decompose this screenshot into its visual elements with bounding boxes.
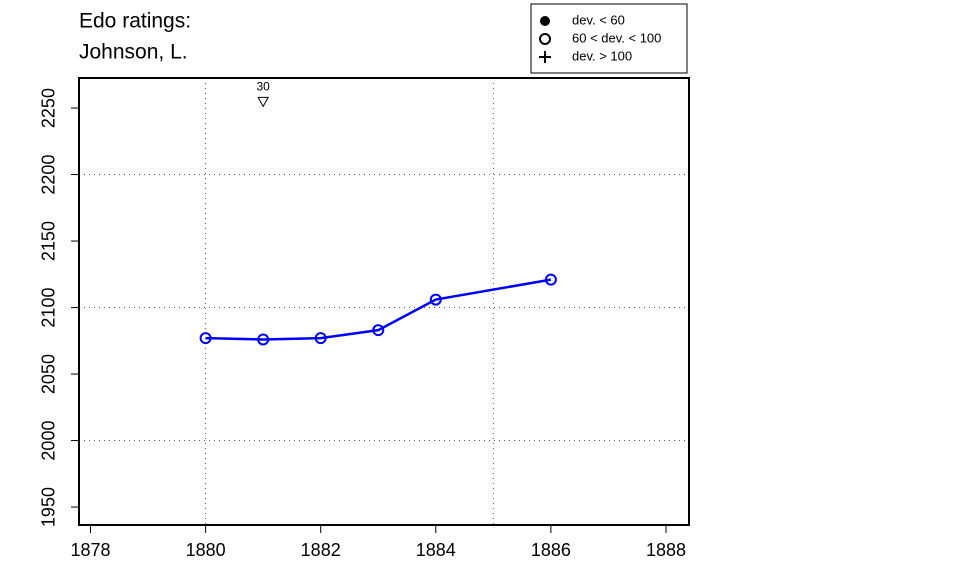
marker — [257, 333, 270, 346]
legend-label: dev. < 60 — [572, 12, 625, 27]
legend-label: dev. > 100 — [572, 48, 632, 63]
marker — [257, 96, 270, 108]
y-tick-label: 2000 — [39, 421, 59, 461]
y-tick-label: 2100 — [39, 288, 59, 328]
legend-box — [530, 3, 688, 74]
marker — [372, 324, 385, 337]
marker — [199, 332, 212, 345]
y-tick-label: 2050 — [39, 354, 59, 394]
x-tick-label: 1888 — [646, 540, 686, 560]
chart-title: Edo ratings: — [79, 10, 191, 33]
y-tick-label: 2250 — [39, 88, 59, 128]
marker — [544, 273, 557, 286]
y-tick-label: 1950 — [39, 487, 59, 527]
x-tick-label: 1884 — [416, 540, 456, 560]
chart-title: Johnson, L. — [79, 41, 188, 64]
data-line — [205, 278, 552, 341]
legend: dev. < 60 60 < dev. < 100 dev. > 100 — [530, 3, 688, 74]
x-tick-label: 1882 — [301, 540, 341, 560]
y-tick-label: 2200 — [39, 155, 59, 195]
legend-symbol — [539, 33, 551, 45]
x-tick-label: 1878 — [70, 540, 110, 560]
annotation-label: 30 — [256, 80, 270, 94]
legend-label: 60 < dev. < 100 — [572, 30, 661, 45]
marker — [314, 332, 327, 345]
legend-symbol — [540, 16, 550, 26]
marker — [429, 293, 442, 306]
x-tick-label: 1880 — [186, 540, 226, 560]
legend-symbol — [539, 51, 551, 63]
x-tick-label: 1886 — [531, 540, 571, 560]
y-tick-label: 2150 — [39, 221, 59, 261]
plot-frame — [78, 77, 690, 526]
